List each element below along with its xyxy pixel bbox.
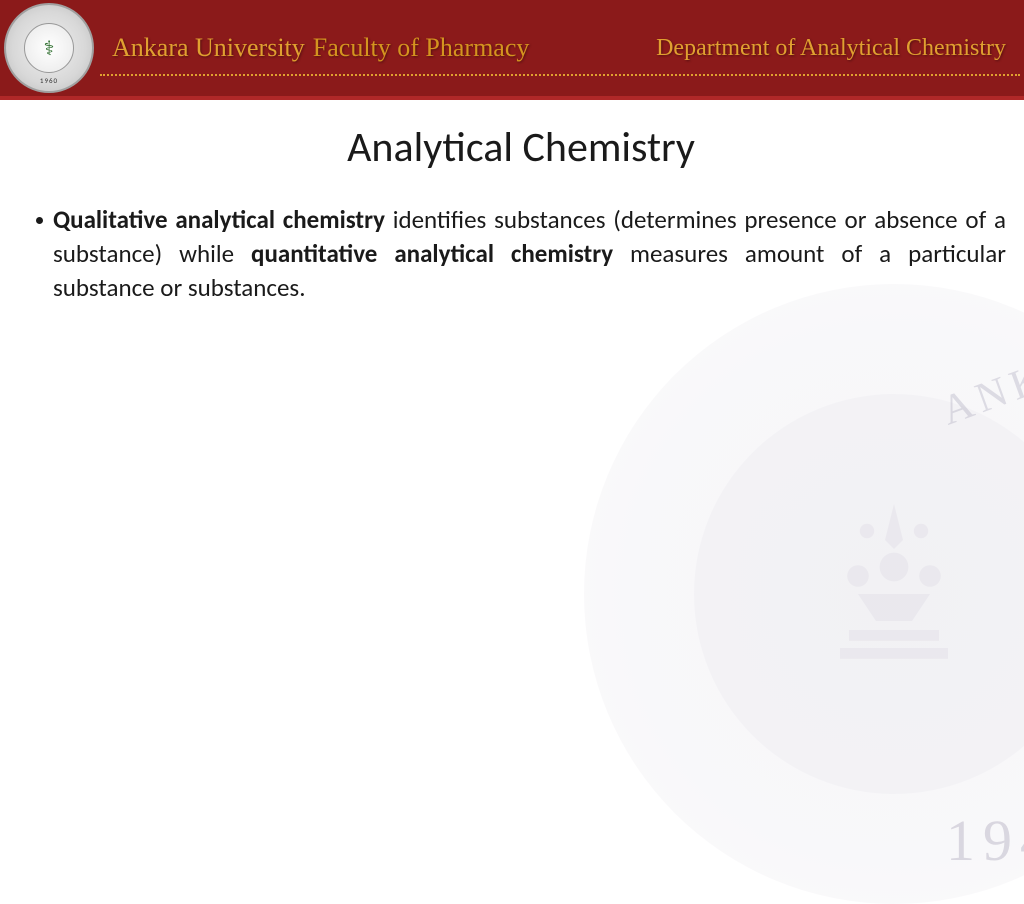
bullet-dot-icon (36, 217, 43, 224)
header-band: ⚕ 1960 Ankara University Faculty of Phar… (0, 0, 1024, 96)
watermark-year: 1946 (946, 807, 1024, 874)
seal-year: 1960 (40, 76, 58, 85)
watermark-emblem-icon (804, 484, 984, 704)
university-name: Ankara University (112, 33, 305, 63)
university-seal-logo: ⚕ 1960 (4, 3, 94, 93)
slide-content: Analytical Chemistry Qualitative analyti… (0, 100, 1024, 304)
background-watermark-seal: ANKA 1946 (584, 284, 1024, 904)
bullet-bold-1: Qualitative analytical chemistry (53, 204, 385, 235)
watermark-arc-text: ANKA (935, 341, 1024, 436)
bullet-text: Qualitative analytical chemistry identif… (53, 203, 1006, 304)
bullet-bold-2: quantitative analytical chemistry (251, 238, 613, 269)
seal-emblem-icon: ⚕ (24, 23, 74, 73)
bullet-item: Qualitative analytical chemistry identif… (36, 203, 1006, 304)
watermark-inner-circle (694, 394, 1024, 794)
slide-title: Analytical Chemistry (36, 122, 1006, 173)
faculty-name: Faculty of Pharmacy (313, 33, 530, 63)
header-text-wrap: Ankara University Faculty of Pharmacy De… (94, 0, 1024, 96)
header-dotted-divider (100, 74, 1020, 76)
header-left-titles: Ankara University Faculty of Pharmacy (112, 33, 529, 63)
department-name: Department of Analytical Chemistry (656, 35, 1006, 62)
